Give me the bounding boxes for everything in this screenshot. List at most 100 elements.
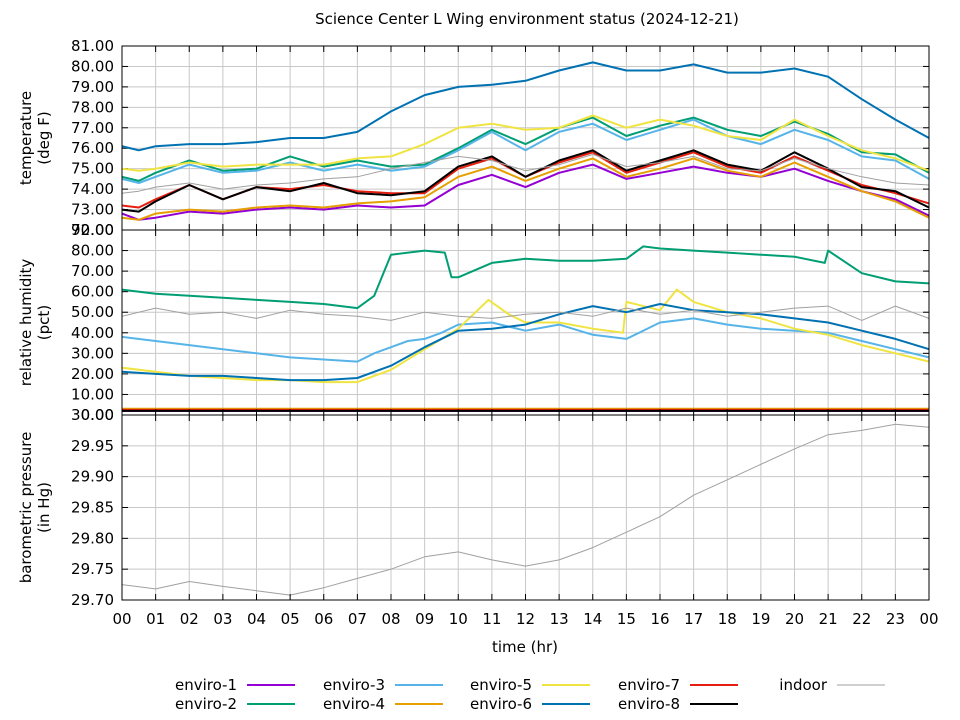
temperature-axis-label: temperature (deg F) [17,91,53,185]
y-tick-label: 20.00 [71,365,114,383]
x-tick-label: 19 [751,610,770,628]
y-tick-label: 70.00 [71,262,114,280]
x-tick-label: 15 [617,610,636,628]
y-axis-label-line: (pct) [35,305,53,340]
y-tick-label: 30.00 [71,344,114,362]
y-tick-label: 78.00 [71,98,114,116]
y-tick-label: 29.90 [71,468,114,486]
x-tick-label: 00 [919,610,938,628]
x-tick-label: 09 [415,610,434,628]
x-tick-label: 06 [314,610,333,628]
legend-label: enviro-5 [470,676,532,694]
y-tick-label: 80.00 [71,242,114,260]
x-tick-label: 10 [449,610,468,628]
y-tick-label: 73.00 [71,201,114,219]
series-line-enviro-8-temperature [121,149,930,213]
legend-item-enviro-6: enviro-6 [470,695,590,713]
legend-label: enviro-3 [323,676,385,694]
y-tick-label: 30.00 [71,406,114,424]
temperature-panel: 72.00 73.00 74.00 75.00 76.00 77.00 78.00 79.00… [71,37,930,239]
y-tick-label: 29.70 [71,591,114,609]
pressure-axis-label: barometric pressure (in Hg) [17,432,53,584]
series-line-enviro-1-temperature [121,163,930,221]
y-tick-label: 40.00 [71,324,114,342]
x-tick-label: 21 [819,610,838,628]
x-tick-label: 13 [550,610,569,628]
series-line-enviro-2-relative-humidity [121,245,930,310]
y-axis-label-line: (in Hg) [35,482,53,533]
y-tick-label: 29.75 [71,560,114,578]
pressure-panel: 29.70 29.75 29.80 29.85 29.90 29.95 30.00 [71,406,930,609]
series-line-enviro-6-relative-humidity [121,303,930,382]
y-axis-label-line: (deg F) [35,111,53,164]
series-line-indoor-relative-humidity [121,305,930,321]
series-line-enviro-3-relative-humidity [121,317,930,363]
x-tick-label: 07 [348,610,367,628]
y-tick-label: 29.95 [71,437,114,455]
x-tick-label: 12 [516,610,535,628]
x-tick-label: 14 [583,610,602,628]
legend-item-enviro-3: enviro-3 [323,676,443,694]
legend-item-enviro-4: enviro-4 [323,695,443,713]
x-tick-label: 00 [112,610,131,628]
legend-label: enviro-7 [618,676,680,694]
legend-item-enviro-8: enviro-8 [618,695,738,713]
x-axis-label: time (hr) [492,638,558,656]
x-tick-label: 18 [718,610,737,628]
y-tick-label: 77.00 [71,119,114,137]
legend-label: enviro-2 [175,695,237,713]
x-tick-label: 11 [482,610,501,628]
x-tick-label: 17 [684,610,703,628]
legend-label: indoor [779,676,828,694]
y-tick-label: 80.00 [71,57,114,75]
y-tick-label: 74.00 [71,180,114,198]
y-tick-label: 76.00 [71,139,114,157]
y-tick-label: 29.85 [71,499,114,517]
legend-item-enviro-7: enviro-7 [618,676,738,694]
x-tick-labels: 00 01 02 03 04 05 06 07 08 09 10 11 12 13 14 15 16 17 18 19… [112,610,938,628]
y-tick-label: 75.00 [71,160,114,178]
series-line-enviro-6-temperature [121,61,930,152]
y-tick-label: 81.00 [71,37,114,55]
x-tick-label: 23 [886,610,905,628]
legend-item-enviro-2: enviro-2 [175,695,295,713]
legend-label: enviro-4 [323,695,385,713]
legend-item-enviro-1: enviro-1 [175,676,295,694]
y-tick-label: 72.00 [71,221,114,239]
x-tick-label: 03 [213,610,232,628]
series-line-indoor-barometric-pressure [121,423,930,596]
legend-label: enviro-6 [470,695,532,713]
x-tick-label: 04 [247,610,266,628]
y-tick-label: 60.00 [71,283,114,301]
legend-item-enviro-5: enviro-5 [470,676,590,694]
x-tick-label: 16 [650,610,669,628]
y-tick-label: 10.00 [71,385,114,403]
legend-item-indoor: indoor [779,676,885,694]
series-line-enviro-4-temperature [121,157,930,221]
y-tick-label: 29.80 [71,529,114,547]
legend-label: enviro-1 [175,676,237,694]
y-tick-label: 0.00 [81,406,114,424]
y-axis-label-line: temperature [17,91,35,185]
humidity-panel: 0.00 10.00 20.00 30.00 40.00 50.00 60.00 70.00 8… [71,221,930,424]
legend-label: enviro-8 [618,695,680,713]
y-tick-label: 90.00 [71,221,114,239]
series-line-enviro-3-temperature [121,118,930,184]
chart-title: Science Center L Wing environment status… [315,10,739,28]
y-tick-label: 50.00 [71,303,114,321]
series-line-enviro-5-relative-humidity [121,288,930,384]
y-axis-label-line: relative humidity [17,259,35,387]
x-tick-label: 08 [381,610,400,628]
x-tick-label: 02 [180,610,199,628]
x-tick-label: 20 [785,610,804,628]
x-tick-label: 01 [146,610,165,628]
humidity-axis-label: relative humidity (pct) [17,259,53,387]
y-tick-label: 79.00 [71,78,114,96]
x-tick-label: 22 [852,610,871,628]
x-tick-label: 05 [281,610,300,628]
series-line-enviro-5-temperature [121,114,930,172]
series-line-indoor-temperature [121,153,930,194]
y-axis-label-line: barometric pressure [17,432,35,584]
